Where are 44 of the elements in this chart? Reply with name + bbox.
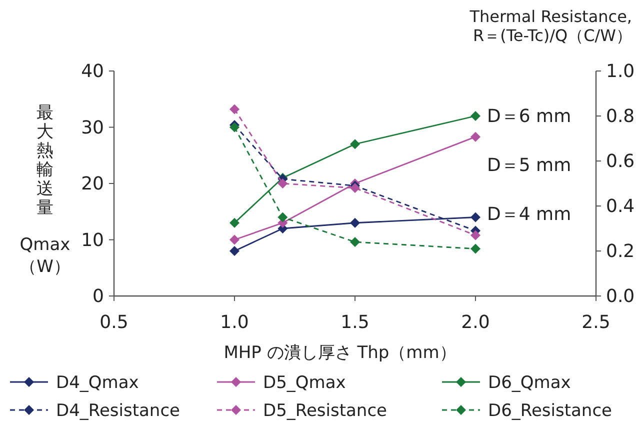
y2-tick-label: 1.0 bbox=[606, 61, 635, 82]
point bbox=[230, 122, 240, 132]
annotation: D＝6 mm bbox=[487, 106, 572, 127]
y-tick-label: 30 bbox=[81, 117, 104, 138]
point bbox=[470, 212, 480, 222]
point bbox=[230, 246, 240, 256]
point bbox=[350, 183, 360, 193]
annotation: D＝4 mm bbox=[487, 204, 572, 225]
point bbox=[350, 218, 360, 228]
point bbox=[350, 237, 360, 247]
y2-tick-label: 0.4 bbox=[606, 196, 635, 217]
y-axis-title: 最大熱輸送量 Qmax （W） bbox=[20, 103, 70, 277]
x-tick-label: 2.0 bbox=[461, 312, 490, 333]
point bbox=[230, 104, 240, 114]
legend-label: D5_Resistance bbox=[263, 401, 388, 421]
y-tick-label: 0 bbox=[92, 286, 104, 307]
x-axis-title: MHP の潰し厚さ Thp（mm） bbox=[224, 343, 456, 363]
point bbox=[470, 230, 480, 240]
y-tick-label: 20 bbox=[81, 174, 104, 194]
point bbox=[470, 111, 480, 121]
y-tick-label: 10 bbox=[81, 230, 104, 251]
legend-label: D4_Qmax bbox=[56, 373, 139, 393]
point bbox=[470, 132, 480, 142]
x-tick-label: 1.0 bbox=[220, 312, 249, 333]
y2-tick-label: 0.0 bbox=[606, 286, 635, 307]
legend-label: D6_Qmax bbox=[488, 373, 571, 393]
point bbox=[470, 244, 480, 254]
annotation: D＝5 mm bbox=[487, 155, 572, 176]
point bbox=[350, 139, 360, 150]
x-tick-label: 0.5 bbox=[100, 312, 128, 333]
y2-tick-label: 0.8 bbox=[606, 106, 635, 127]
y2-axis-title: Thermal Resistance, R＝(Te-Tc)/Q（C/W） bbox=[468, 7, 632, 45]
point bbox=[278, 212, 288, 222]
x-tick-label: 2.5 bbox=[582, 312, 610, 333]
y2-tick-label: 0.6 bbox=[606, 151, 635, 172]
point bbox=[230, 218, 240, 228]
point bbox=[278, 178, 288, 188]
legend-label: D5_Qmax bbox=[263, 373, 346, 393]
legend-label: D6_Resistance bbox=[488, 401, 612, 421]
x-tick-label: 1.5 bbox=[340, 312, 370, 333]
y2-tick-label: 0.2 bbox=[606, 241, 635, 262]
point bbox=[230, 234, 240, 245]
y-tick-label: 40 bbox=[81, 61, 104, 82]
legend-label: D4_Resistance bbox=[56, 401, 180, 421]
